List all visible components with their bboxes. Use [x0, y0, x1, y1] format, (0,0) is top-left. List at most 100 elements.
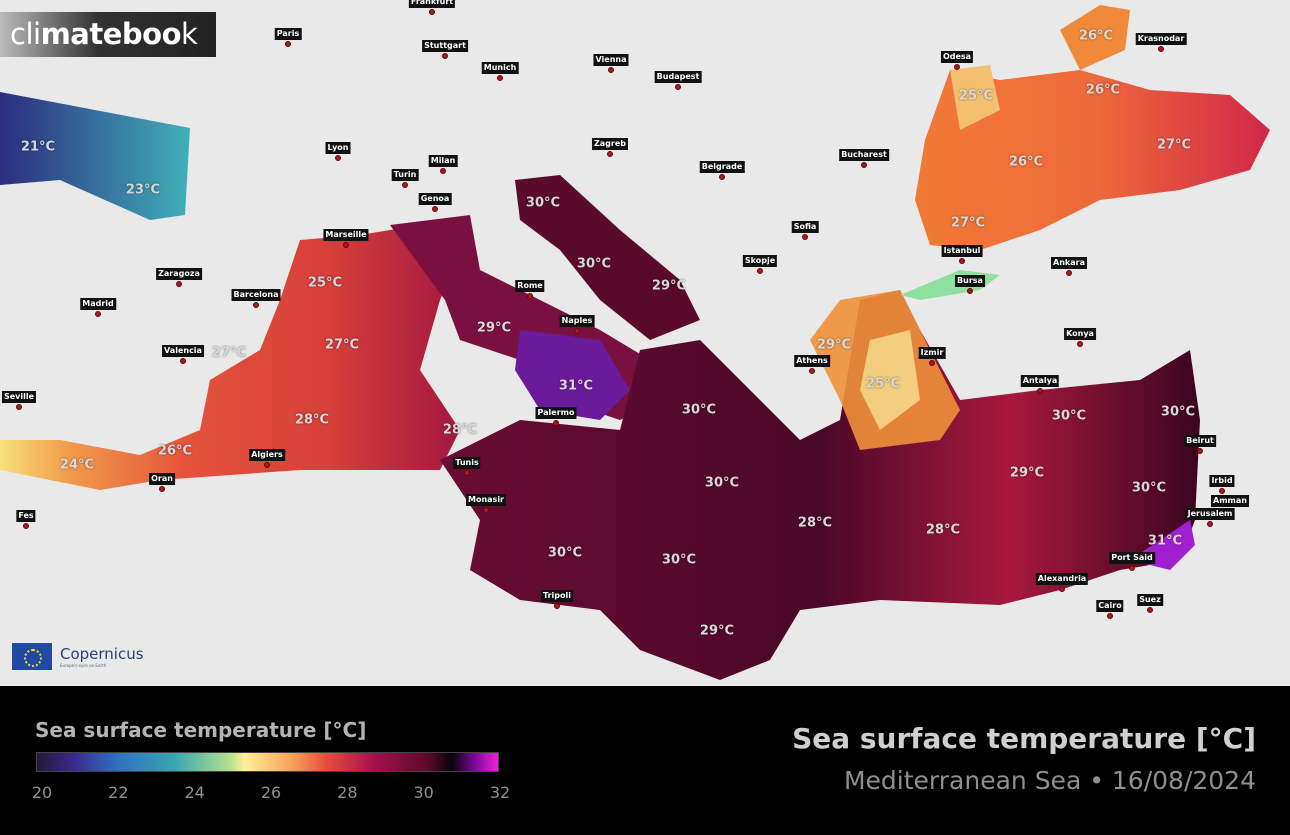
temperature-label: 29°C — [816, 337, 852, 353]
city-marker-icon — [402, 182, 408, 188]
city-marker-icon — [1158, 46, 1164, 52]
city-label: Konya — [1064, 328, 1096, 340]
temperature-label: 27°C — [211, 345, 247, 361]
city-marker-icon — [554, 603, 560, 609]
logo-text-end: k — [181, 17, 198, 51]
logo-text-bold: mateboo — [40, 17, 182, 51]
city-label: Munich — [481, 62, 519, 74]
city-marker-icon — [264, 462, 270, 468]
city-label: Genoa — [418, 193, 452, 205]
city-marker-icon — [343, 242, 349, 248]
city-label: Suez — [1137, 594, 1163, 606]
temperature-label: 30°C — [661, 552, 697, 568]
page-subtitle: Mediterranean Sea • 16/08/2024 — [843, 766, 1256, 795]
city-label: Skopje — [742, 255, 778, 267]
city-label: Barcelona — [231, 289, 281, 301]
temperature-label: 27°C — [1156, 137, 1192, 153]
temperature-label: 25°C — [307, 275, 343, 291]
adriatic-sea — [515, 175, 700, 340]
temperature-label: 30°C — [704, 475, 740, 491]
city-marker-icon — [483, 507, 489, 513]
city-label: Amman — [1211, 495, 1249, 507]
city-marker-icon — [802, 234, 808, 240]
city-label: Naples — [559, 315, 595, 327]
temperature-label: 28°C — [442, 422, 478, 438]
city-marker-icon — [809, 368, 815, 374]
temperature-label: 30°C — [525, 195, 561, 211]
city-marker-icon — [1219, 488, 1225, 494]
sea-of-azov — [1060, 5, 1130, 70]
temperature-label: 26°C — [157, 443, 193, 459]
city-marker-icon — [757, 268, 763, 274]
eu-flag-icon — [12, 643, 52, 670]
temperature-label: 30°C — [1131, 480, 1167, 496]
temperature-label: 29°C — [651, 278, 687, 294]
city-marker-icon — [861, 162, 867, 168]
city-label: Valencia — [162, 345, 204, 357]
city-marker-icon — [159, 486, 165, 492]
bay-of-biscay — [0, 92, 190, 220]
temperature-label: 27°C — [950, 215, 986, 231]
legend-tick: 20 — [31, 783, 53, 802]
city-label: Port Said — [1109, 552, 1155, 564]
sea-of-marmara — [900, 270, 1000, 300]
city-marker-icon — [176, 281, 182, 287]
aegean-cool-patch — [860, 330, 920, 430]
city-label: Palermo — [535, 407, 577, 419]
city-marker-icon — [959, 258, 965, 264]
black-sea — [915, 70, 1270, 250]
city-marker-icon — [429, 9, 435, 15]
city-marker-icon — [497, 75, 503, 81]
temperature-label: 26°C — [1085, 82, 1121, 98]
city-marker-icon — [527, 293, 533, 299]
city-marker-icon — [16, 404, 22, 410]
city-label: Marseille — [323, 229, 369, 241]
temperature-label: 27°C — [324, 337, 360, 353]
city-marker-icon — [967, 288, 973, 294]
temperature-label: 28°C — [925, 522, 961, 538]
temperature-label: 29°C — [699, 623, 735, 639]
city-label: Odesa — [940, 51, 974, 63]
city-marker-icon — [285, 41, 291, 47]
page-title: Sea surface temperature [°C] — [792, 722, 1256, 755]
legend-tick: 22 — [108, 783, 129, 802]
city-label: Alexandria — [1035, 573, 1089, 585]
legend-tick: 24 — [184, 783, 205, 802]
central-eastern-mediterranean — [440, 290, 1200, 680]
city-label: Seville — [1, 391, 37, 403]
city-label: Frankfurt — [408, 0, 456, 8]
city-marker-icon — [1107, 613, 1113, 619]
temperature-label: 31°C — [558, 378, 594, 394]
city-label: Cairo — [1096, 600, 1124, 612]
temperature-label: 26°C — [1008, 154, 1044, 170]
city-label: Monasir — [466, 494, 506, 506]
temperature-label: 25°C — [958, 88, 994, 104]
city-marker-icon — [608, 67, 614, 73]
city-label: Bursa — [955, 275, 985, 287]
city-marker-icon — [553, 420, 559, 426]
city-label: Turin — [391, 169, 419, 181]
city-label: Izmir — [918, 347, 946, 359]
copernicus-logo: Copernicus Europe's eyes on Earth — [12, 643, 144, 670]
city-marker-icon — [1147, 607, 1153, 613]
temperature-label: 28°C — [294, 412, 330, 428]
city-marker-icon — [719, 174, 725, 180]
legend-colorbar — [36, 752, 499, 772]
city-label: Tripoli — [541, 590, 573, 602]
city-label: Irbid — [1209, 475, 1235, 487]
city-label: Zagreb — [591, 138, 629, 150]
temperature-label: 30°C — [1051, 408, 1087, 424]
city-label: Belgrade — [699, 161, 745, 173]
temperature-label: 21°C — [20, 139, 56, 155]
partner-name: Copernicus — [60, 645, 144, 663]
legend-tick: 30 — [413, 783, 434, 802]
city-marker-icon — [95, 311, 101, 317]
city-marker-icon — [440, 168, 446, 174]
temperature-label: 24°C — [59, 457, 95, 473]
city-marker-icon — [929, 360, 935, 366]
city-marker-icon — [1207, 521, 1213, 527]
city-label: Fes — [16, 510, 36, 522]
temperature-label: 30°C — [1160, 404, 1196, 420]
black-sea-northwest-shelf — [950, 65, 1000, 130]
legend-tick: 26 — [260, 783, 282, 802]
